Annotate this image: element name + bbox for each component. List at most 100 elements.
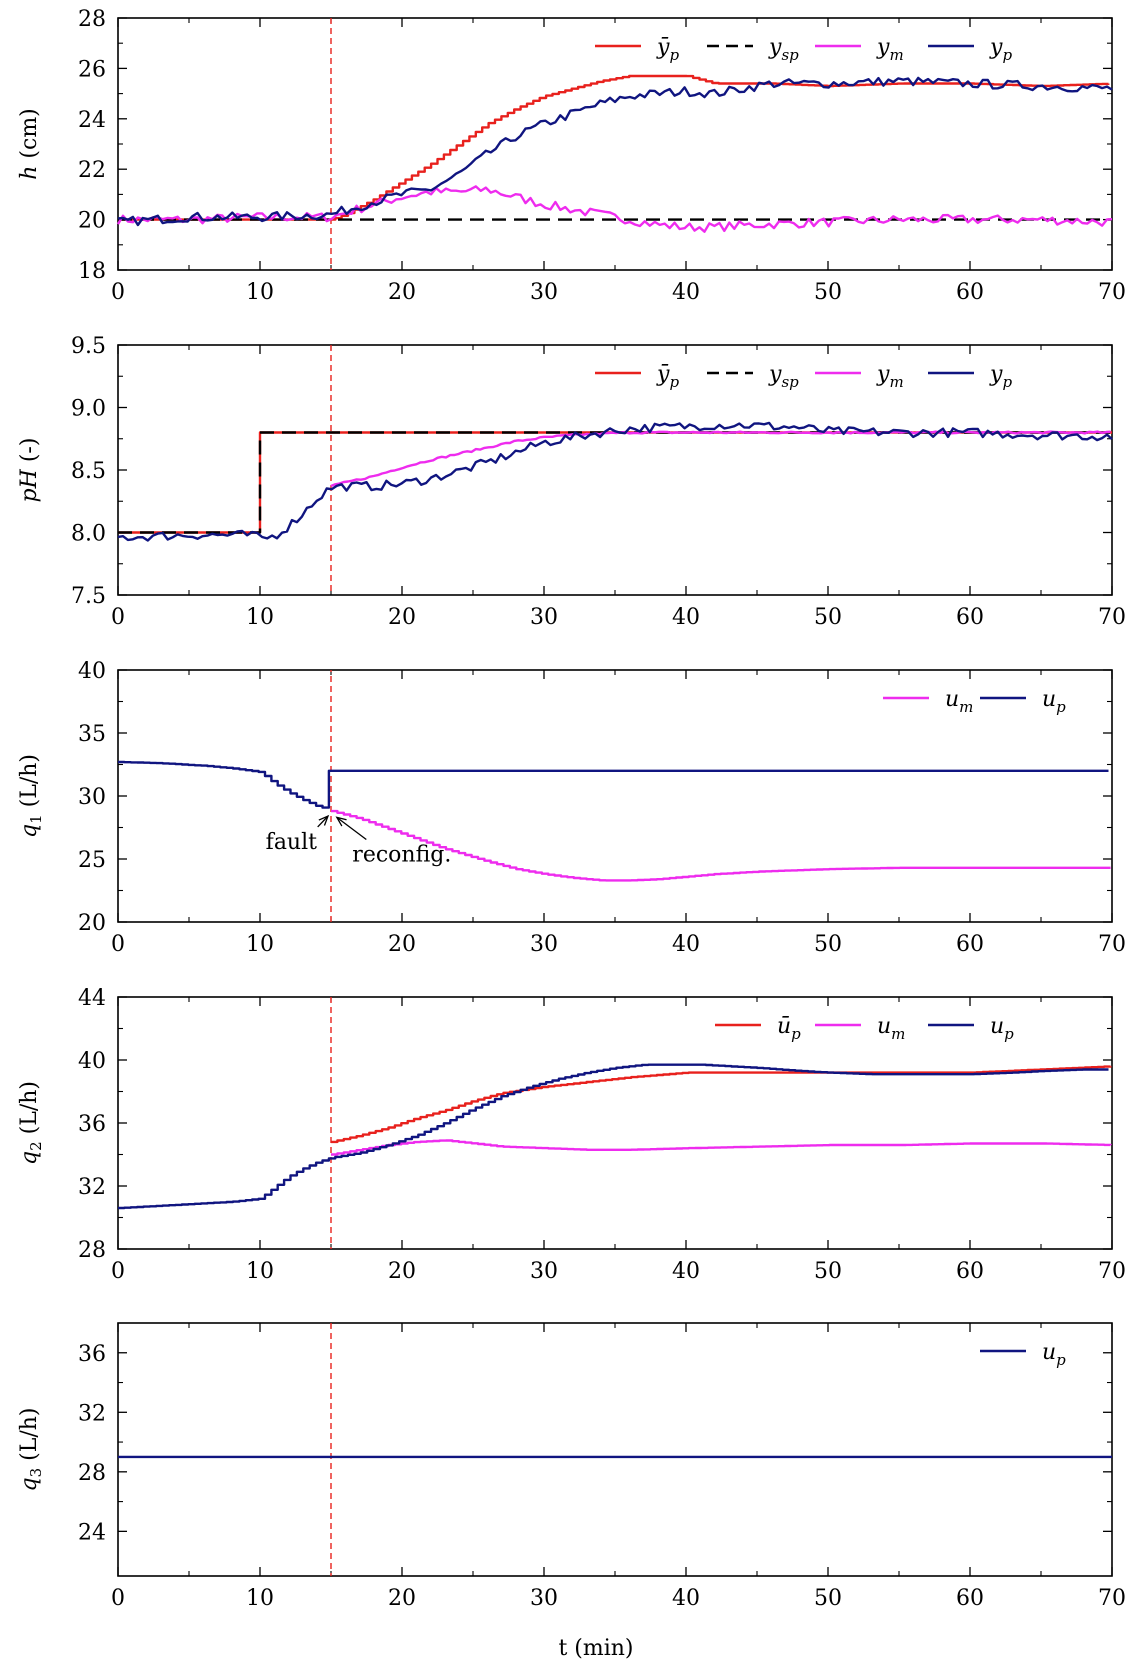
series-line-um: [331, 1139, 1112, 1156]
y-tick-label: 9.5: [71, 334, 106, 359]
y-axis-label-sub: 2: [27, 1141, 45, 1151]
legend-label-yp-main: y: [989, 362, 1003, 387]
legend-label-p-sub: p: [669, 373, 679, 391]
x-tick-label: 30: [530, 605, 558, 630]
series-line-yp: [117, 421, 1113, 542]
legend-label-ym: ym: [876, 362, 904, 391]
annotation-reconfig: reconfig.: [352, 843, 451, 868]
legend-label-um-sub: m: [959, 698, 973, 716]
panel-q3: 0 10 20 30 40 50 60 70 24 28 32 36 q3 (L/h) up: [17, 1322, 1126, 1611]
y-axis-label-unit: (L/h): [17, 1408, 42, 1468]
x-tick-label: 70: [1098, 605, 1126, 630]
legend-label-up: up: [990, 1014, 1014, 1043]
legend-label-ysp-sub: sp: [781, 373, 799, 391]
annotation-arrow-head: [335, 816, 347, 827]
x-tick-label: 50: [814, 280, 842, 305]
y-tick-label: 32: [78, 1401, 106, 1426]
y-axis-label: h (cm): [17, 108, 42, 180]
x-tick-label: 40: [672, 1259, 700, 1284]
y-axis-label: q2 (L/h): [17, 1081, 45, 1165]
series-line-ysp: [118, 431, 1112, 534]
legend-label-p: ȳp: [656, 362, 679, 391]
legend-label-yp: yp: [989, 362, 1012, 391]
x-tick-label: 60: [956, 1259, 984, 1284]
y-tick-label: 44: [78, 986, 106, 1011]
y-tick-label: 28: [78, 1238, 106, 1263]
x-tick-label: 60: [956, 1586, 984, 1611]
x-tick-label: 0: [111, 1259, 125, 1284]
y-tick-label: 8.5: [71, 459, 106, 484]
y-axis-label-symbol: q: [17, 1477, 42, 1491]
series-line-um: [331, 809, 1111, 882]
legend-label-ym: ym: [876, 35, 904, 64]
y-axis-label-unit: (L/h): [17, 754, 42, 814]
legend-label-up-main: u: [990, 1014, 1004, 1039]
y-axis-label-unit: (-): [17, 438, 42, 470]
x-tick-label: 40: [672, 605, 700, 630]
y-tick-label: 7.5: [71, 584, 106, 609]
legend-label-p-sub: p: [669, 46, 679, 64]
series-line-up: [118, 760, 1109, 809]
legend-label-up-main: u: [1042, 1340, 1056, 1365]
annotation-arrow-line: [317, 815, 329, 828]
x-tick-label: 0: [111, 605, 125, 630]
y-tick-label: 40: [78, 659, 106, 684]
legend-label-p-main: ū: [777, 1014, 791, 1039]
x-tick-label: 50: [814, 1259, 842, 1284]
x-tick-label: 20: [388, 605, 416, 630]
y-tick-label: 30: [78, 785, 106, 810]
legend-label-yp-sub: p: [1002, 46, 1012, 64]
x-tick-label: 70: [1098, 932, 1126, 957]
x-tick-label: 20: [388, 932, 416, 957]
series-line-ym: [330, 430, 1111, 488]
series-line-p: [118, 74, 1110, 221]
legend-label-yp-sub: p: [1002, 373, 1012, 391]
x-tick-label: 10: [246, 605, 274, 630]
y-axis-label-sub: 1: [27, 814, 45, 824]
plot-frame: [117, 1322, 1113, 1577]
plot-frame: [117, 17, 1113, 271]
y-tick-label: 36: [78, 1112, 106, 1137]
y-tick-label: 32: [78, 1175, 106, 1200]
legend-label-p-sub: p: [791, 1025, 801, 1043]
annotation-fault: fault: [266, 830, 317, 855]
y-axis-label-symbol: h: [17, 166, 42, 180]
legend-label-p-main: ȳ: [656, 35, 670, 60]
legend-label-up: up: [1042, 687, 1066, 716]
x-tick-label: 40: [672, 1586, 700, 1611]
legend-label-up: up: [1042, 1340, 1066, 1369]
annotation-arrow-line: [336, 816, 367, 841]
series-line-ym: [116, 185, 1113, 233]
x-tick-label: 0: [111, 1586, 125, 1611]
y-axis-label-symbol: q: [17, 1151, 42, 1165]
legend-label-yp-main: y: [989, 35, 1003, 60]
x-tick-label: 60: [956, 932, 984, 957]
y-tick-label: 40: [78, 1049, 106, 1074]
x-axis-label: t (min): [558, 1636, 633, 1661]
y-tick-label: 8.0: [71, 522, 106, 547]
series-line-p: [331, 1065, 1112, 1144]
legend-label-ysp-sub: sp: [781, 46, 799, 64]
x-tick-label: 50: [814, 1586, 842, 1611]
y-axis-label: q3 (L/h): [17, 1408, 45, 1492]
y-tick-label: 28: [78, 7, 106, 32]
x-tick-label: 70: [1098, 1586, 1126, 1611]
x-tick-label: 20: [388, 1586, 416, 1611]
legend-label-p-main: ȳ: [656, 362, 670, 387]
y-tick-label: 18: [78, 259, 106, 284]
legend-label-um-main: u: [877, 1014, 891, 1039]
x-tick-label: 50: [814, 932, 842, 957]
legend-label-up-sub: p: [1056, 1351, 1066, 1369]
x-tick-label: 40: [672, 932, 700, 957]
legend-label-up-main: u: [1042, 687, 1056, 712]
y-axis-label-unit: (cm): [17, 108, 42, 165]
x-tick-label: 70: [1098, 1259, 1126, 1284]
y-tick-label: 24: [78, 1520, 106, 1545]
legend-label-ym-sub: m: [889, 46, 903, 64]
series-line-p: [118, 431, 1112, 534]
legend-label-p: ūp: [777, 1014, 801, 1043]
x-tick-label: 20: [388, 280, 416, 305]
panel-ph: 0 10 20 30 40 50 60 707.58.08.59.09.5pH (-)ȳp ys…: [17, 334, 1126, 630]
y-tick-label: 20: [78, 209, 106, 234]
plot-frame: [117, 344, 1113, 596]
